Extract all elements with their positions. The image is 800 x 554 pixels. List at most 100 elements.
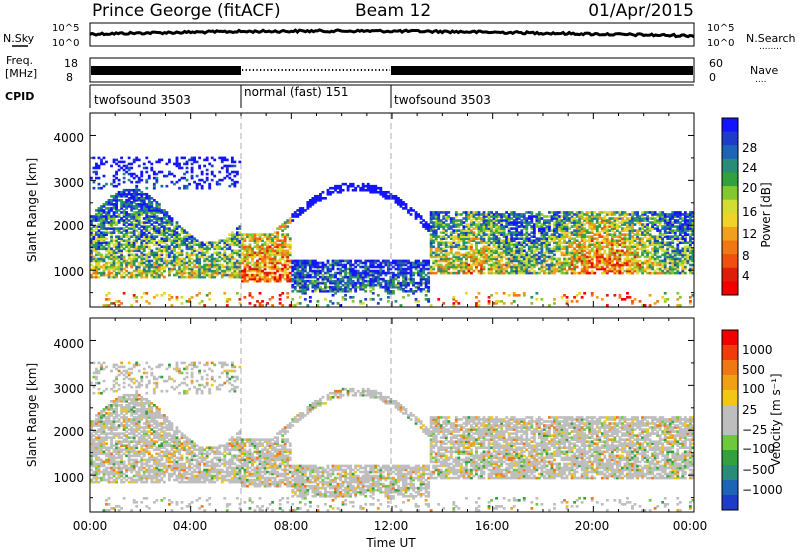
power-cell: [308, 296, 312, 299]
power-cell: [613, 213, 617, 216]
power-cell: [522, 241, 526, 245]
power-cell: [376, 277, 380, 281]
power-cell: [95, 263, 98, 267]
power-cell: [532, 235, 536, 238]
power-cell: [407, 259, 410, 263]
power-cell: [276, 267, 280, 271]
power-cell: [429, 269, 433, 273]
power-cell: [301, 211, 305, 214]
power-cell: [633, 263, 637, 267]
power-cell: [490, 221, 493, 224]
power-cell: [447, 223, 451, 226]
power-cell: [580, 247, 584, 251]
power-cell: [376, 265, 380, 269]
power-cell: [251, 249, 254, 253]
power-cell: [283, 273, 287, 277]
power-cell: [505, 223, 509, 226]
power-cell: [417, 263, 420, 267]
power-cell: [414, 289, 418, 293]
power-cell: [540, 253, 544, 257]
power-cell: [480, 217, 483, 220]
power-cell: [135, 211, 139, 214]
power-cell: [160, 239, 164, 243]
power-cell: [288, 243, 292, 247]
power-cell: [470, 221, 473, 224]
power-cell: [258, 304, 262, 307]
power-cell: [298, 265, 302, 269]
power-cell: [203, 253, 207, 257]
power-cell: [311, 281, 315, 285]
power-cell: [178, 247, 181, 251]
power-cell: [92, 259, 96, 263]
power-cell: [495, 257, 498, 261]
power-cell: [150, 251, 154, 255]
power-cell: [359, 188, 363, 192]
power-cell: [235, 235, 239, 238]
power-cell: [482, 227, 486, 230]
power-cell: [432, 215, 436, 218]
power-cell: [150, 201, 154, 204]
power-cell: [379, 261, 383, 265]
power-cell: [482, 255, 486, 259]
power-cell: [263, 261, 267, 265]
power-cell: [105, 182, 108, 186]
power-cell: [115, 265, 118, 269]
power-cell: [384, 196, 388, 200]
power-cell: [442, 253, 446, 257]
power-cell: [346, 287, 350, 291]
power-cell: [470, 243, 473, 247]
power-cell: [137, 215, 141, 218]
power-cell: [480, 261, 483, 265]
power-cell: [283, 241, 287, 245]
power-cell: [243, 279, 247, 283]
power-cell: [573, 229, 577, 232]
power-cell: [543, 243, 546, 247]
power-cell: [220, 253, 224, 257]
power-cell: [341, 269, 345, 273]
power-cell: [439, 271, 443, 275]
power-cell: [198, 243, 202, 247]
power-cell: [364, 261, 368, 265]
power-cell: [573, 225, 577, 228]
power-cell: [384, 273, 388, 277]
power-cell: [233, 164, 237, 168]
power-cell: [102, 265, 106, 269]
power-cell: [515, 213, 519, 216]
power-cell: [608, 211, 612, 214]
power-cell: [580, 263, 584, 267]
power-cell: [467, 231, 471, 234]
power-cell: [228, 269, 232, 273]
power-cell: [497, 259, 501, 263]
power-cell: [248, 243, 252, 247]
power-cell: [482, 233, 486, 236]
power-cell: [135, 190, 139, 194]
power-cells: [90, 156, 695, 307]
power-cell: [495, 245, 498, 249]
power-cell: [359, 287, 363, 291]
power-cell: [590, 271, 594, 275]
power-cell: [95, 172, 98, 176]
power-cell: [102, 257, 106, 261]
power-cell: [603, 239, 607, 243]
power-cell: [553, 271, 556, 275]
power-cell: [142, 227, 146, 230]
power-cell: [522, 225, 526, 228]
power-cell: [223, 271, 227, 275]
power-cell: [432, 211, 436, 214]
power-cell: [583, 231, 587, 234]
power-cell: [356, 279, 360, 283]
power-cell: [173, 267, 176, 271]
power-cell: [427, 261, 431, 265]
power-cell: [517, 221, 521, 224]
power-cell: [228, 298, 232, 301]
power-cell: [487, 269, 491, 273]
power-cell: [266, 279, 269, 283]
power-cell: [623, 241, 627, 245]
power-cell: [485, 261, 488, 265]
power-cell: [502, 255, 506, 259]
power-cell: [553, 221, 556, 224]
power-cell: [263, 277, 267, 281]
power-cell: [165, 174, 169, 178]
power-cell: [439, 255, 443, 259]
power-cell: [178, 243, 181, 247]
